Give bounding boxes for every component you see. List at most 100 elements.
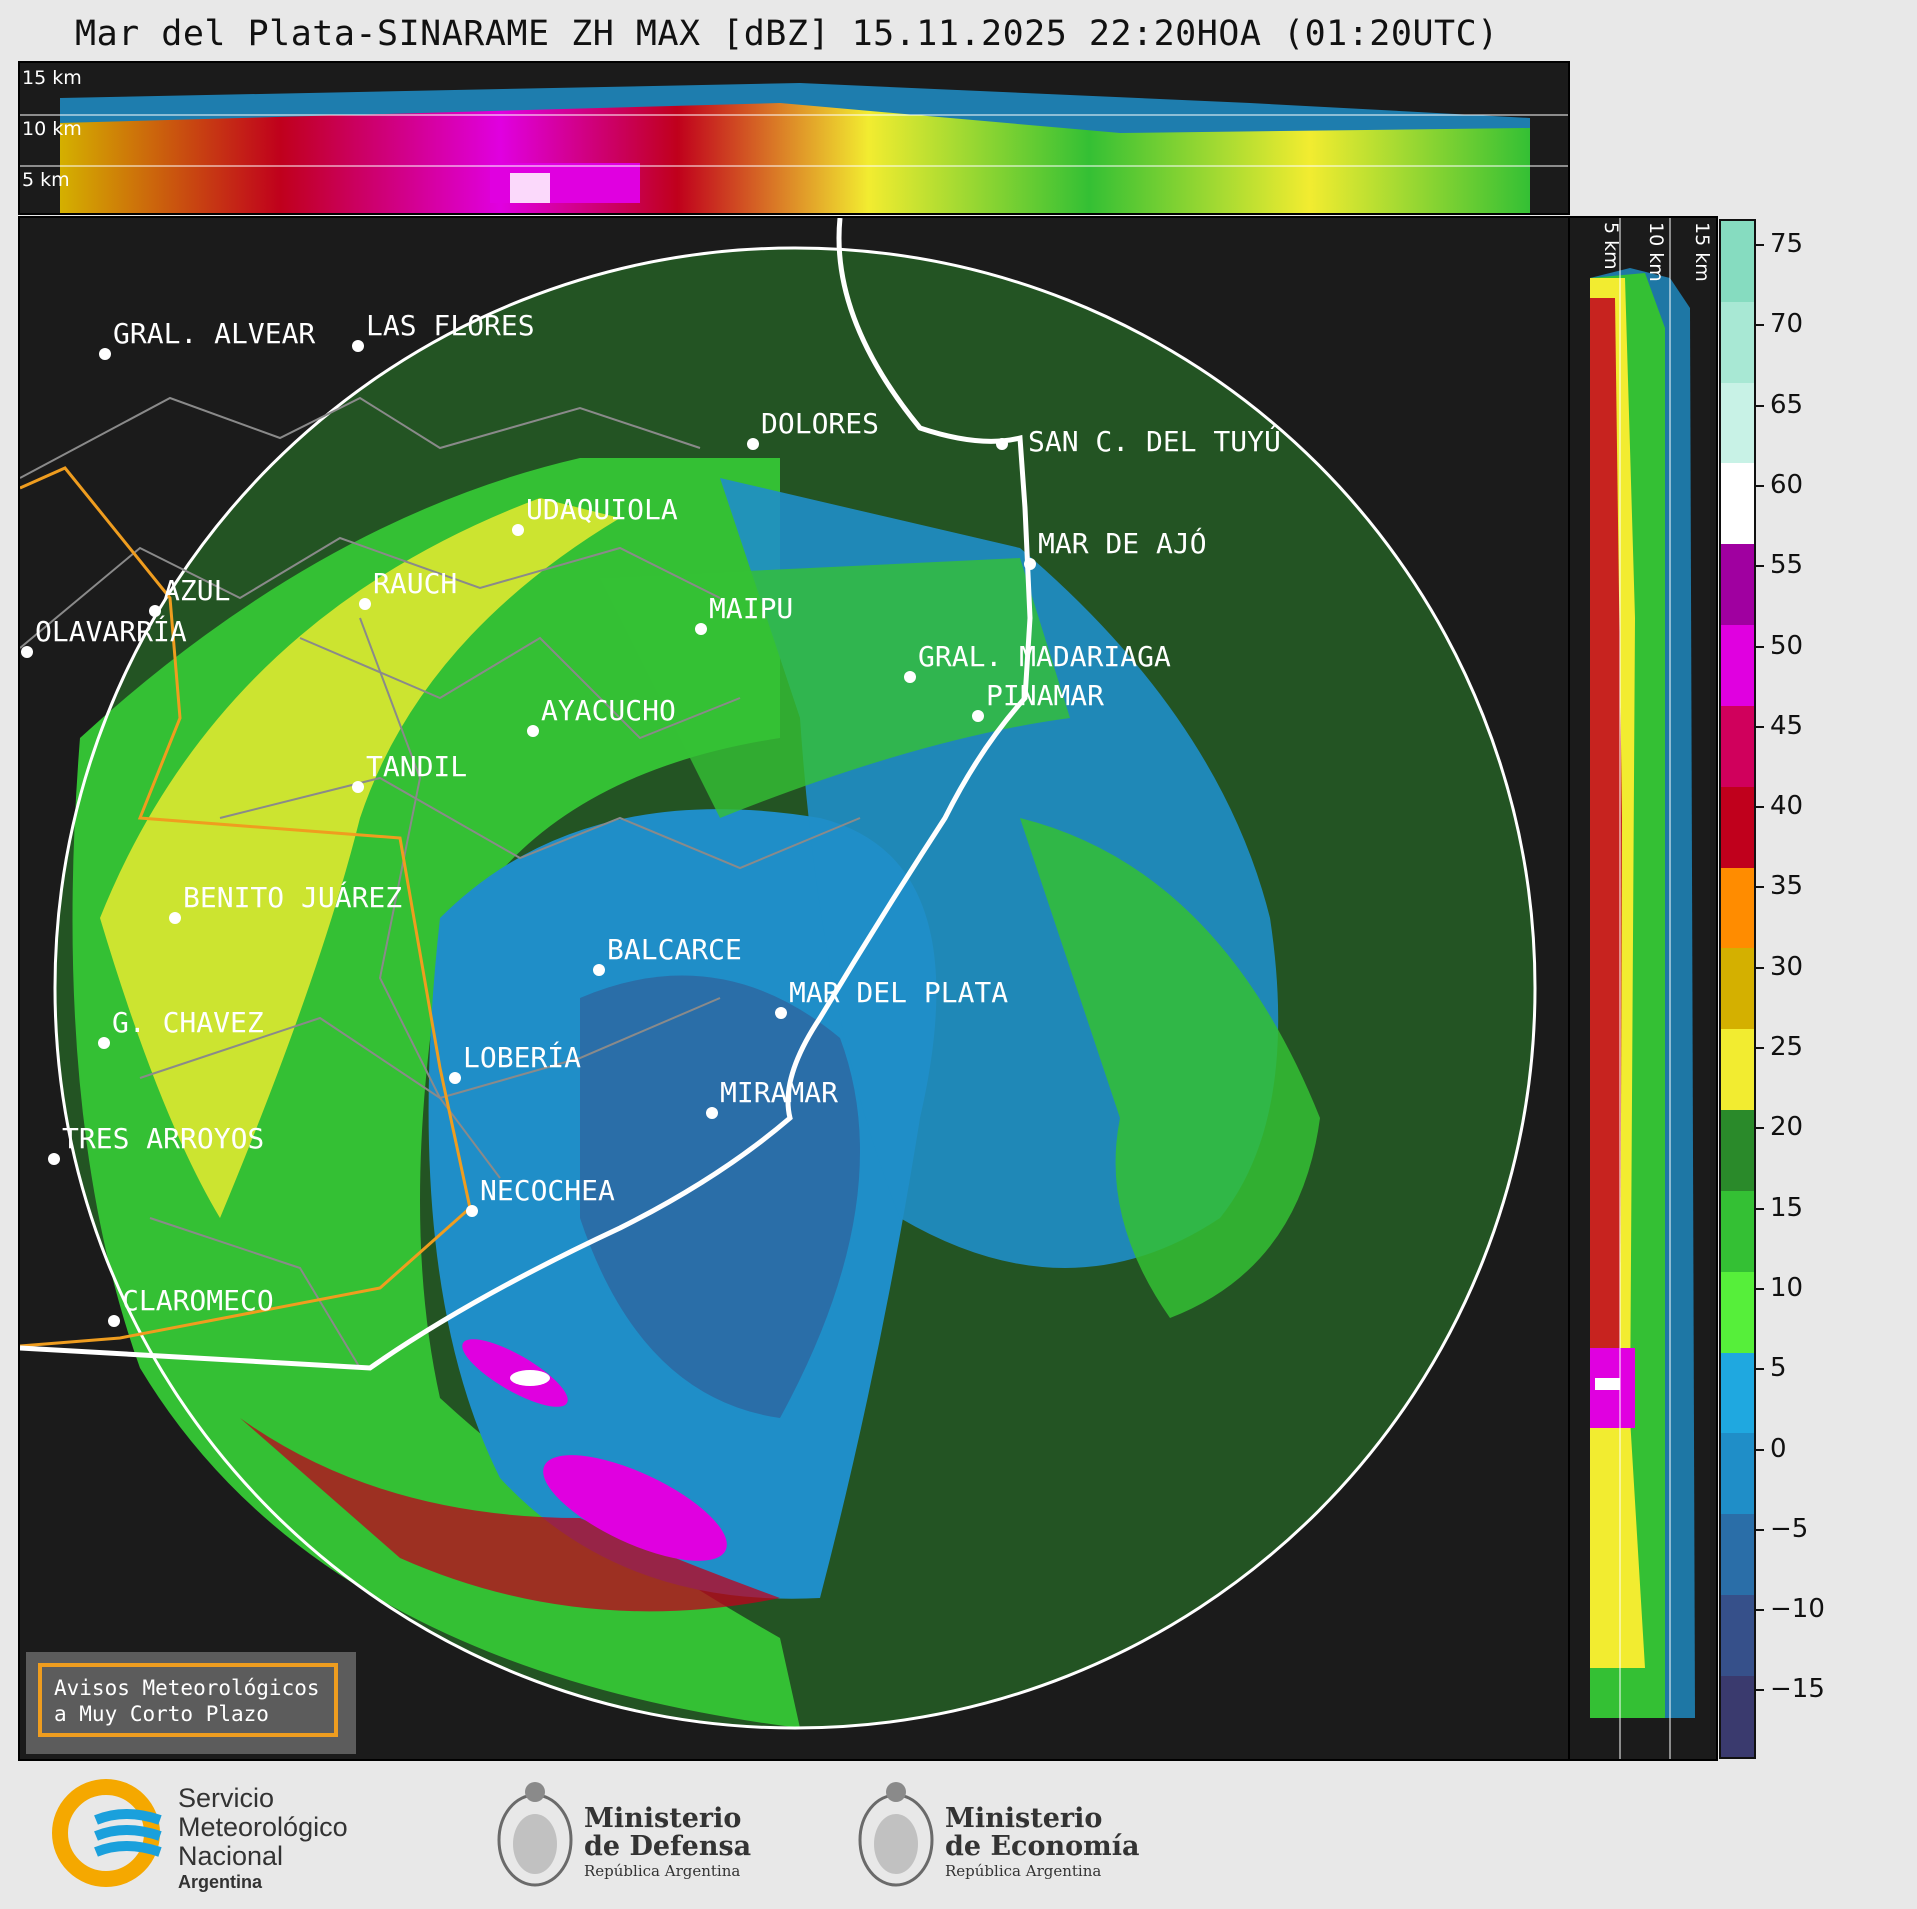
side-altitude-label-5km: 5 km [1600, 222, 1622, 270]
svg-text:SAN C. DEL TUYÚ: SAN C. DEL TUYÚ [1028, 424, 1281, 458]
colorbar-segment [1721, 1190, 1754, 1272]
radar-map-panel[interactable]: GRAL. ALVEAR LAS FLORES DOLORES SAN C. D… [18, 216, 1570, 1761]
district-borders [20, 396, 861, 1369]
smn-logo-text: Servicio Meteorológico Nacional Argentin… [178, 1784, 348, 1893]
svg-text:DOLORES: DOLORES [761, 407, 879, 440]
city-las-flores: LAS FLORES [352, 309, 535, 352]
warning-box[interactable]: Avisos Meteorológicos a Muy Corto Plazo [26, 1652, 356, 1754]
warning-line-2: a Muy Corto Plazo [54, 1702, 269, 1726]
city-maipu: MAIPU [695, 592, 793, 635]
colorbar-tick-label: 25 [1770, 1032, 1804, 1062]
side-altitude-label-10km: 10 km [1645, 222, 1667, 282]
svg-text:BENITO JUÁREZ: BENITO JUÁREZ [183, 880, 402, 914]
colorbar-tick-mark [1756, 1047, 1764, 1049]
colorbar-tick-label: 70 [1770, 309, 1804, 340]
colorbar-tick-mark [1756, 1127, 1764, 1130]
colorbar-tick-mark [1756, 1448, 1764, 1451]
colorbar-tick-label: 30 [1770, 951, 1804, 982]
economia-line-1: Ministerio [945, 1803, 1103, 1834]
city-tandil: TANDIL [352, 750, 467, 793]
colorbar-segment [1721, 625, 1754, 706]
economia-logo-text: Ministerio de Economía República Argenti… [945, 1805, 1139, 1881]
city-rauch: RAUCH [359, 567, 457, 610]
svg-text:NECOCHEA: NECOCHEA [480, 1174, 615, 1207]
colorbar-tick-mark [1756, 404, 1764, 407]
svg-text:AYACUCHO: AYACUCHO [541, 694, 676, 727]
colorbar-tick-mark [1756, 1609, 1764, 1612]
colorbar-tick-mark [1756, 1528, 1764, 1531]
colorbar-tick-mark [1756, 565, 1764, 568]
colorbar-tick-label: 65 [1770, 389, 1804, 420]
city-necochea: NECOCHEA [466, 1174, 615, 1217]
colorbar-tick-mark [1756, 484, 1764, 487]
smn-sub: Argentina [178, 1872, 263, 1892]
svg-text:MAR DEL PLATA: MAR DEL PLATA [789, 976, 1008, 1009]
defensa-line-2: de Defensa [584, 1831, 752, 1862]
svg-text:OLAVARRÍA: OLAVARRÍA [35, 614, 187, 648]
economia-sub: República Argentina [945, 1862, 1102, 1880]
colorbar-tick-label: 55 [1770, 550, 1804, 581]
colorbar-tick-mark [1756, 244, 1764, 246]
svg-text:CLAROMECO: CLAROMECO [122, 1284, 274, 1317]
coastline [20, 218, 1033, 1371]
range-ring [53, 246, 1537, 1730]
colorbar-tick-mark [1756, 645, 1764, 648]
colorbar-tick-mark [1756, 1368, 1764, 1371]
colorbar-segment [1721, 1029, 1754, 1111]
svg-text:GRAL. ALVEAR: GRAL. ALVEAR [113, 317, 315, 350]
svg-text:MAR DE AJÓ: MAR DE AJÓ [1038, 526, 1207, 560]
svg-text:PINAMAR: PINAMAR [986, 679, 1104, 712]
city-mar-del-plata: MAR DEL PLATA [775, 976, 1008, 1019]
colorbar-tick-label: 75 [1770, 229, 1804, 259]
city-miramar: MIRAMAR [706, 1076, 838, 1119]
colorbar-tick-label: −5 [1770, 1513, 1809, 1544]
warning-box-inner[interactable]: Avisos Meteorológicos a Muy Corto Plazo [38, 1663, 338, 1737]
svg-text:LOBERÍA: LOBERÍA [463, 1040, 581, 1074]
colorbar-tick-label: 35 [1770, 871, 1804, 902]
side-cross-section-image: 5 km 10 km 15 km [1590, 218, 1713, 1759]
top-cross-section-panel: 15 km 10 km 5 km [18, 61, 1570, 215]
footer [0, 1770, 1917, 1909]
colorbar-tick-mark [1756, 966, 1764, 969]
colorbar-tick-label: −15 [1770, 1674, 1825, 1705]
colorbar [1719, 219, 1756, 1759]
svg-text:UDAQUIOLA: UDAQUIOLA [526, 493, 678, 526]
svg-text:MIRAMAR: MIRAMAR [720, 1076, 838, 1109]
city-san-c-del-tuyu: SAN C. DEL TUYÚ [996, 424, 1281, 458]
colorbar-tick-mark [1756, 886, 1764, 889]
colorbar-tick-label: 50 [1770, 630, 1804, 661]
colorbar-tick-mark [1756, 1287, 1764, 1290]
colorbar-tick-mark [1756, 806, 1764, 809]
defensa-line-1: Ministerio [584, 1803, 742, 1834]
city-tres-arroyos: TRES ARROYOS [48, 1122, 264, 1165]
colorbar-segment [1721, 463, 1754, 545]
defensa-sub: República Argentina [584, 1862, 741, 1880]
city-pinamar: PINAMAR [972, 679, 1104, 722]
economia-seal-icon [858, 1782, 934, 1887]
svg-text:MAIPU: MAIPU [709, 592, 793, 625]
colorbar-segment [1721, 1271, 1754, 1353]
colorbar-segment [1721, 1514, 1754, 1596]
colorbar-segment [1721, 705, 1754, 787]
side-cross-section-panel: 5 km 10 km 15 km [1568, 216, 1718, 1761]
svg-text:RAUCH: RAUCH [373, 567, 457, 600]
city-loberia: LOBERÍA [449, 1040, 581, 1084]
svg-text:TRES ARROYOS: TRES ARROYOS [62, 1122, 264, 1155]
colorbar-segment [1721, 1595, 1754, 1676]
colorbar-segment [1721, 221, 1754, 302]
svg-text:BALCARCE: BALCARCE [607, 933, 742, 966]
altitude-label-5km: 5 km [22, 169, 70, 191]
colorbar-tick-label: 15 [1770, 1192, 1804, 1223]
svg-text:AZUL: AZUL [163, 574, 230, 607]
svg-text:G. CHAVEZ: G. CHAVEZ [112, 1006, 264, 1039]
city-dolores: DOLORES [747, 407, 879, 450]
colorbar-segment [1721, 382, 1754, 464]
radar-echoes [55, 248, 1535, 1728]
colorbar-tick-label: −10 [1770, 1594, 1825, 1625]
city-markers: GRAL. ALVEAR LAS FLORES DOLORES SAN C. D… [21, 309, 1281, 1327]
colorbar-segment [1721, 948, 1754, 1030]
colorbar-tick-label: 45 [1770, 710, 1804, 741]
colorbar-segment [1721, 1110, 1754, 1191]
colorbar-tick-mark [1756, 324, 1764, 327]
city-claromeco: CLAROMECO [108, 1284, 274, 1327]
